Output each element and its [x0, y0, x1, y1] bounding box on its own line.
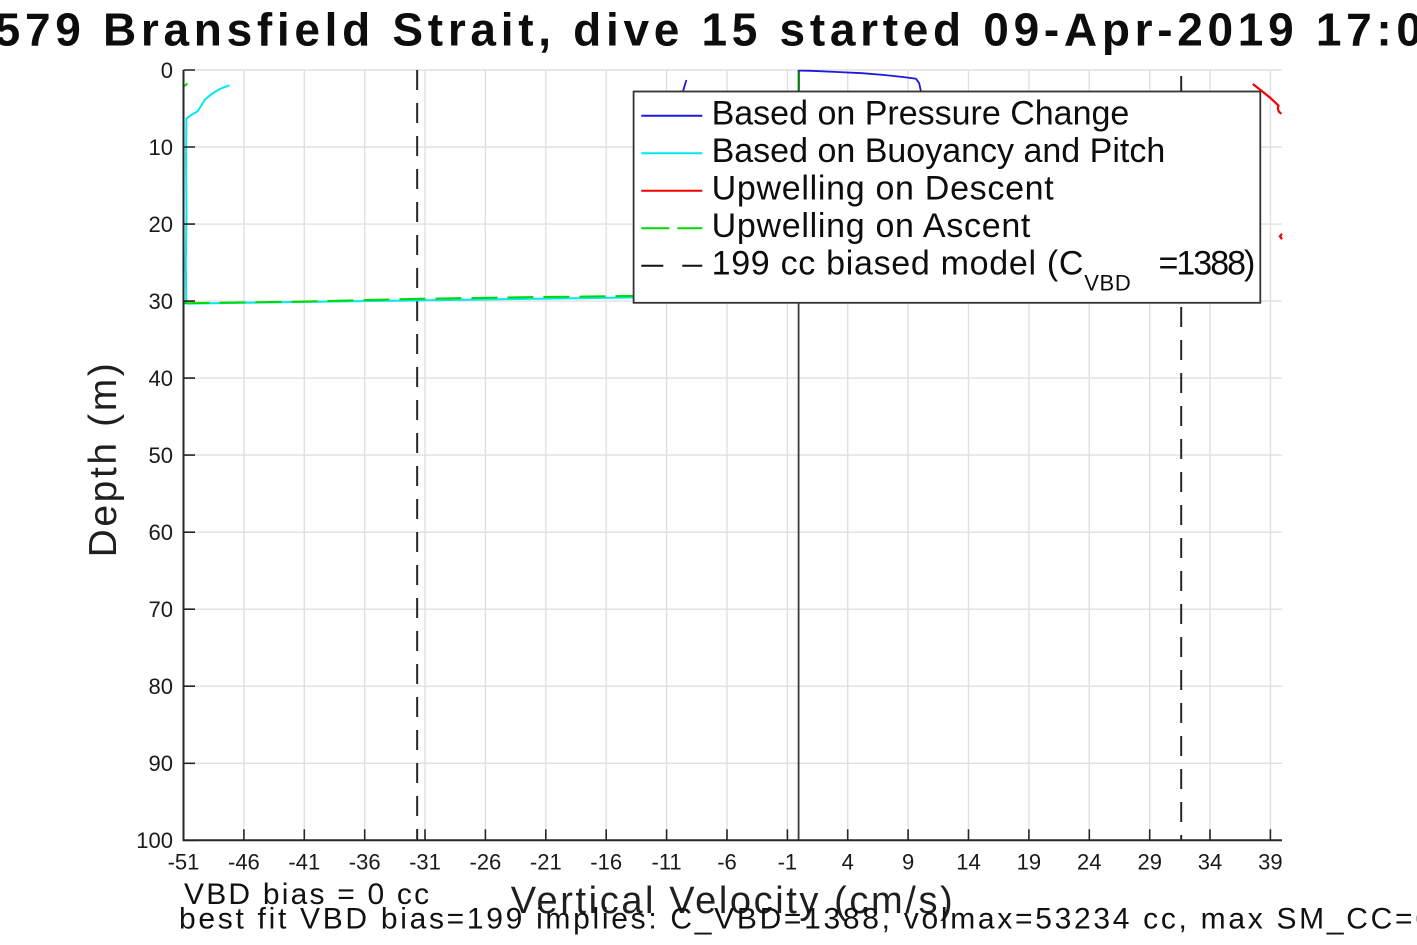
svg-text:-46: -46 [228, 850, 260, 875]
svg-text:Upwelling on Descent: Upwelling on Descent [712, 170, 1055, 208]
svg-text:0: 0 [161, 58, 173, 83]
svg-text:20: 20 [149, 212, 173, 237]
svg-text:39: 39 [1258, 850, 1282, 875]
svg-text:29: 29 [1137, 850, 1161, 875]
svg-text:60: 60 [149, 520, 173, 545]
svg-text:best fit VBD bias=199 implies:: best fit VBD bias=199 implies: C_VBD=138… [179, 903, 1417, 936]
svg-text:100: 100 [136, 828, 173, 853]
svg-text:70: 70 [149, 597, 173, 622]
svg-text:-21: -21 [530, 850, 562, 875]
svg-text:-51: -51 [168, 850, 200, 875]
svg-text:-36: -36 [349, 850, 381, 875]
svg-text:24: 24 [1077, 850, 1101, 875]
svg-text:-1: -1 [778, 850, 798, 875]
svg-text:Based on Pressure Change: Based on Pressure Change [712, 95, 1130, 133]
svg-text:4: 4 [842, 850, 854, 875]
svg-text:-16: -16 [590, 850, 622, 875]
svg-text:50: 50 [149, 443, 173, 468]
svg-text:-6: -6 [717, 850, 737, 875]
svg-text:9: 9 [902, 850, 914, 875]
svg-text:80: 80 [149, 674, 173, 699]
svg-text:Based on Buoyancy and Pitch: Based on Buoyancy and Pitch [712, 132, 1166, 170]
svg-text:-41: -41 [288, 850, 320, 875]
svg-text:VBD bias = 0 cc: VBD bias = 0 cc [184, 878, 431, 911]
svg-text:-26: -26 [470, 850, 502, 875]
svg-text:34: 34 [1198, 850, 1222, 875]
svg-text:30: 30 [149, 289, 173, 314]
svg-text:14: 14 [956, 850, 980, 875]
svg-text:-31: -31 [409, 850, 441, 875]
svg-text:SG579 Bransfield Strait, dive: SG579 Bransfield Strait, dive 15 started… [0, 4, 1417, 56]
svg-text:90: 90 [149, 751, 173, 776]
svg-text:Upwelling on Ascent: Upwelling on Ascent [712, 207, 1031, 245]
svg-text:Depth (m): Depth (m) [82, 361, 125, 558]
svg-text:19: 19 [1017, 850, 1041, 875]
svg-text:10: 10 [149, 135, 173, 160]
svg-text:-11: -11 [652, 850, 682, 875]
svg-text:40: 40 [149, 366, 173, 391]
svg-text:Vertical Velocity (cm/s): Vertical Velocity (cm/s) [511, 880, 956, 922]
